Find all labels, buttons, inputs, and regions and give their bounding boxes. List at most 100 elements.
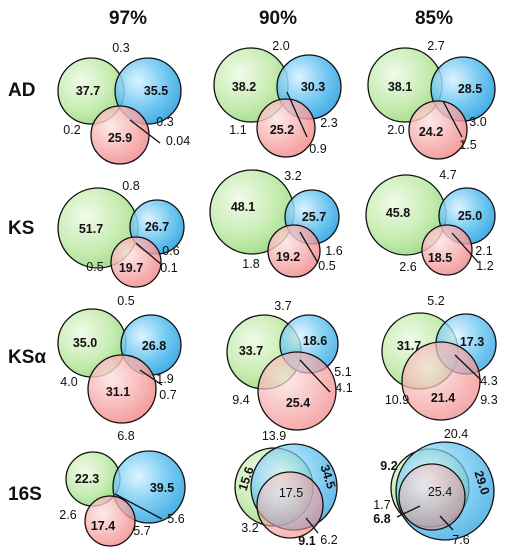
- venn-ksa-85: 31.7 17.3 21.4 5.2 10.9 4.3 9.3: [381, 294, 498, 421]
- venn-ad-85: 38.1 28.5 24.2 2.7 2.0 3.0 1.5: [367, 39, 496, 160]
- venn-ad-90: 38.2 30.3 25.2 2.0 1.1 2.3 0.9: [213, 39, 342, 158]
- value-red: 31.1: [106, 385, 130, 399]
- leader-line-right: [439, 515, 454, 531]
- value-green-blue: 0.3: [112, 41, 129, 55]
- venn-16s-97: 22.3 39.5 17.4 6.8 2.6 5.7 5.6: [59, 429, 186, 547]
- value-red: 25.2: [270, 123, 294, 137]
- red-circle: [84, 495, 136, 547]
- value-blue-red: 2.1: [475, 244, 492, 258]
- value-all-three: 9.3: [480, 393, 497, 407]
- venn-ks-90: 48.1 25.7 19.2 3.2 1.8 1.6 0.5: [209, 169, 343, 278]
- value-red: 25.9: [108, 131, 132, 145]
- value-blue-red: 0.6: [162, 244, 179, 258]
- red-circle: [267, 224, 321, 278]
- value-red: 6.8: [373, 512, 390, 526]
- leader-line: [299, 231, 319, 264]
- value-blue-red: 5.7: [133, 524, 150, 538]
- red-circle: [257, 351, 337, 431]
- value-all-three: 1.5: [459, 138, 476, 152]
- red-circle: [401, 341, 481, 421]
- value-blue-red: 0.3: [156, 115, 173, 129]
- row-header-ad: AD: [8, 80, 35, 101]
- value-green: 38.2: [232, 80, 256, 94]
- value-green-red: 9.4: [232, 393, 249, 407]
- venn-ksa-90: 33.7 18.6 25.4 3.7 9.4 5.1 4.1: [226, 299, 353, 431]
- value-red: 24.2: [419, 125, 443, 139]
- value-blue-red: 3.0: [469, 115, 486, 129]
- value-blue: 25.7: [302, 210, 326, 224]
- venn-16s-85: 9.2 29.0 6.8 20.4 1.7 7.6 25.4: [373, 427, 495, 547]
- value-green-blue: 2.7: [427, 39, 444, 53]
- blue-circle: [114, 57, 182, 125]
- value-green-red: 1.7: [373, 498, 390, 512]
- value-blue: 39.5: [150, 481, 174, 495]
- value-blue-red: 7.6: [452, 533, 469, 547]
- value-green-blue: 13.9: [262, 429, 286, 443]
- value-green: 45.8: [386, 206, 410, 220]
- value-green: 35.0: [73, 336, 97, 350]
- value-green-red: 2.0: [387, 123, 404, 137]
- value-all-three: 0.1: [160, 261, 177, 275]
- value-all-three: 1.2: [476, 259, 493, 273]
- leader-line: [286, 91, 308, 138]
- value-blue: 26.7: [145, 220, 169, 234]
- row-header-ks: KS: [8, 218, 34, 239]
- value-blue: 18.6: [303, 334, 327, 348]
- value-blue-red: 1.9: [156, 372, 173, 386]
- value-blue: 17.3: [460, 335, 484, 349]
- column-header-97: 97%: [109, 8, 147, 29]
- value-blue-red: 6.2: [320, 533, 337, 547]
- value-green: 51.7: [79, 222, 103, 236]
- red-circle: [256, 471, 324, 539]
- column-header-85: 85%: [415, 8, 453, 29]
- value-blue: 28.5: [458, 82, 482, 96]
- value-red: 25.4: [286, 396, 310, 410]
- value-all-three: 0.7: [159, 388, 176, 402]
- venn-ad-97: 37.7 35.5 25.9 0.3 0.2 0.3 0.04: [57, 41, 190, 165]
- value-blue: 25.0: [458, 209, 482, 223]
- value-all-three: 4.1: [335, 381, 352, 395]
- value-blue-red: 2.3: [320, 116, 337, 130]
- leader-line-left: [396, 505, 421, 518]
- value-red: 19.7: [119, 261, 143, 275]
- value-all-three: 5.6: [167, 512, 184, 526]
- value-green: 37.7: [76, 84, 100, 98]
- value-green-blue: 3.2: [284, 169, 301, 183]
- blue-circle: [112, 450, 186, 524]
- value-green-blue: 5.2: [427, 294, 444, 308]
- value-green-red: 1.1: [229, 123, 246, 137]
- value-green-blue: 0.5: [117, 294, 134, 308]
- leader-line: [139, 369, 163, 386]
- leader-line: [442, 100, 463, 138]
- value-green-red: 10.9: [385, 393, 409, 407]
- value-red: 18.5: [428, 251, 452, 265]
- red-circle: [421, 224, 473, 276]
- value-blue-red: 1.6: [325, 244, 342, 258]
- column-header-90: 90%: [259, 8, 297, 29]
- value-green-red: 1.8: [242, 257, 259, 271]
- red-circle: [110, 236, 162, 288]
- value-red: 17.4: [91, 519, 115, 533]
- value-all-three: 0.04: [166, 134, 190, 148]
- value-green-red: 0.5: [86, 260, 103, 274]
- value-green-red: 2.6: [399, 260, 416, 274]
- value-green-red: 4.0: [60, 375, 77, 389]
- venn-16s-90: 15.6 34.5 9.1 13.9 3.2 6.2 17.5: [234, 429, 338, 548]
- red-circle: [398, 463, 466, 531]
- value-green: 9.2: [380, 459, 397, 473]
- red-circle: [87, 354, 157, 424]
- value-blue-red: 4.3: [480, 374, 497, 388]
- value-green-blue: 0.8: [122, 179, 139, 193]
- venn-ks-85: 45.8 25.0 18.5 4.7 2.6 2.1 1.2: [365, 168, 496, 276]
- leader-line: [114, 493, 163, 520]
- leader-line: [129, 119, 161, 144]
- red-circle: [408, 100, 468, 160]
- venn-ks-97: 51.7 26.7 19.7 0.8 0.5 0.6 0.1: [57, 179, 185, 288]
- value-green-blue: 2.0: [272, 39, 289, 53]
- row-header-16s: 16S: [8, 484, 42, 505]
- value-green-blue: 20.4: [444, 427, 468, 441]
- value-green-blue: 6.8: [117, 429, 134, 443]
- value-green: 22.3: [75, 472, 99, 486]
- value-green: 33.7: [239, 344, 263, 358]
